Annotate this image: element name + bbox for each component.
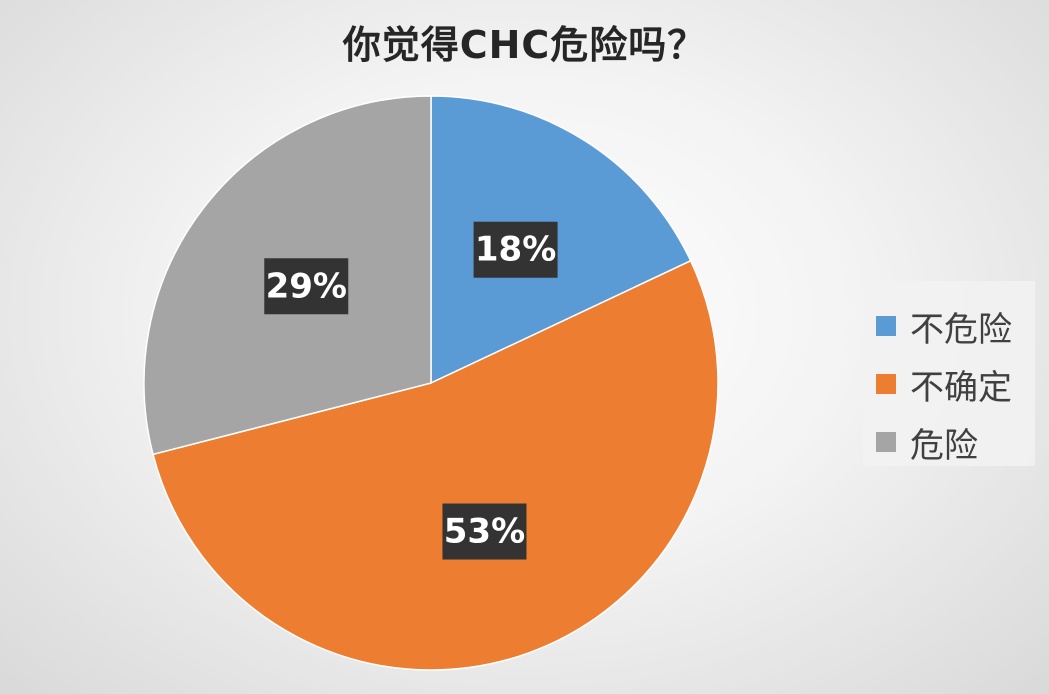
legend-item-dangerous: 危险 <box>876 413 1035 471</box>
legend-item-not-dangerous: 不危险 <box>876 297 1035 355</box>
legend-label-dangerous: 危险 <box>910 425 978 466</box>
legend-swatch-dangerous <box>876 432 896 452</box>
data-label-bg-not-dangerous <box>473 221 558 278</box>
legend-label-not-dangerous: 不危险 <box>910 309 1012 350</box>
data-label-dangerous: 29% <box>264 258 349 315</box>
pie-data-labels: 18% 53% 29% <box>264 221 558 560</box>
data-label-text-dangerous: 29% <box>266 266 347 306</box>
legend-label-uncertain: 不确定 <box>910 367 1012 408</box>
data-label-not-dangerous: 18% <box>473 221 558 278</box>
legend-swatch-uncertain <box>876 374 896 394</box>
data-label-bg-dangerous <box>264 258 349 315</box>
pie-slice-not-dangerous <box>430 95 692 385</box>
data-label-bg-uncertain <box>442 503 527 560</box>
legend: 不危险 不确定 危险 <box>863 281 1035 466</box>
pie-slice-uncertain <box>152 259 719 671</box>
legend-swatch-not-dangerous <box>876 316 896 336</box>
legend-item-uncertain: 不确定 <box>876 355 1035 413</box>
pie-slices <box>143 95 719 671</box>
data-label-text-not-dangerous: 18% <box>475 230 556 270</box>
data-label-uncertain: 53% <box>442 503 527 560</box>
data-label-text-uncertain: 53% <box>444 512 525 552</box>
chart-title: 你觉得CHC危险吗？ <box>342 23 707 67</box>
